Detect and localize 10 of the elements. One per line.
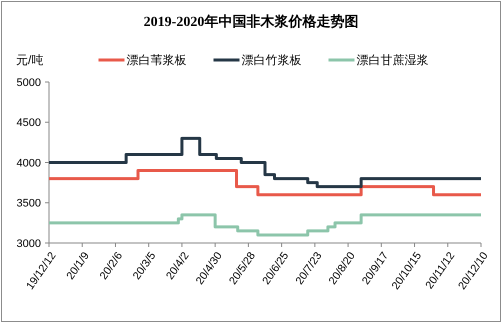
y-tick-label: 5000: [16, 76, 41, 89]
y-tick-label: 4500: [16, 117, 41, 130]
y-tick-label: 3500: [16, 198, 41, 210]
y-axis-title: 元/吨: [16, 53, 44, 67]
legend-label: 漂白竹浆板: [242, 53, 302, 68]
chart-title: 2019-2020年中国非木浆价格走势图: [144, 14, 358, 30]
y-tick-label: 3000: [16, 238, 41, 250]
y-tick-label: 4000: [16, 157, 41, 170]
legend-label: 漂白甘蔗湿浆: [356, 53, 428, 68]
legend-label: 漂白苇浆板: [126, 53, 186, 68]
